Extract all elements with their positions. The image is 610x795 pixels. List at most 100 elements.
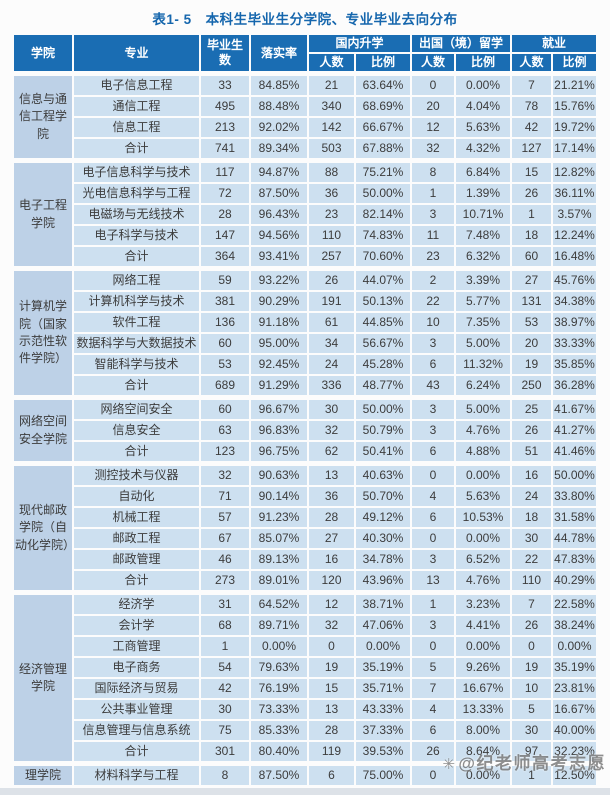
value-cell: 0.00% [249, 635, 309, 658]
table-row: 计算机学院（国家示范性软件学院） 网络工程 59 93.22% 26 44.07% 2 3.3… [12, 266, 598, 399]
value-cell: 27 [510, 266, 553, 292]
value-cell: 92.02% [249, 116, 309, 139]
value-cell: 3 [410, 614, 456, 637]
header-employment-ratio: 比例 [551, 52, 598, 75]
value-cell: 75 [199, 719, 251, 742]
value-cell: 15.76% [551, 95, 598, 118]
value-cell: 117 [199, 158, 251, 184]
value-cell: 250 [510, 374, 553, 399]
major-cell: 网络空间安全 [72, 395, 201, 421]
value-cell: 1 [410, 182, 456, 205]
college-cell: 理学院 [12, 761, 74, 787]
value-cell: 88 [307, 158, 356, 184]
value-cell: 3.23% [454, 590, 512, 616]
table-row: 通信工程 495 88.48% 340 68.69% 20 4.04% 78 15.76% [13, 95, 598, 118]
table-row: 公共事业管理 30 73.33% 13 43.33% 4 13.33% 5 16.67% [13, 698, 598, 721]
value-cell: 9.26% [454, 656, 512, 679]
value-cell: 6 [307, 761, 356, 787]
value-cell: 51 [510, 440, 553, 465]
value-cell: 42 [510, 116, 553, 139]
value-cell: 31 [199, 590, 251, 616]
major-cell: 电子信息科学与技术 [72, 158, 201, 184]
value-cell: 60 [510, 245, 553, 270]
value-cell: 136 [199, 311, 251, 334]
value-cell: 5 [410, 656, 456, 679]
value-cell: 96.67% [249, 395, 309, 421]
value-cell: 36 [307, 485, 356, 508]
value-cell: 88.48% [249, 95, 309, 118]
value-cell: 34.38% [551, 290, 598, 313]
sparkle-icon: ✳ [442, 756, 457, 773]
value-cell: 3 [410, 203, 456, 226]
value-cell: 26 [307, 266, 356, 292]
college-cell: 计算机学院（国家示范性软件学院） [12, 266, 74, 399]
value-cell: 39.53% [354, 740, 412, 765]
header-graduates: 毕业生数 [199, 33, 251, 75]
value-cell: 59 [199, 266, 251, 292]
value-cell: 36.11% [551, 182, 598, 205]
value-cell: 90.29% [249, 290, 309, 313]
value-cell: 8 [199, 761, 251, 787]
value-cell: 96.43% [249, 203, 309, 226]
header-college: 学院 [12, 33, 74, 75]
table-row: 合计 689 91.29% 336 48.77% 43 6.24% 250 36.28% [13, 374, 598, 399]
value-cell: 119 [307, 740, 356, 765]
value-cell: 1 [510, 761, 553, 787]
value-cell: 53 [199, 353, 251, 376]
value-cell: 63.64% [354, 71, 412, 97]
value-cell: 18 [510, 506, 553, 529]
value-cell: 16.67% [454, 677, 512, 700]
value-cell: 28 [307, 719, 356, 742]
value-cell: 12.82% [551, 158, 598, 184]
table-row: 电子科学与技术 147 94.56% 110 74.83% 11 7.48% 18 12.24% [13, 224, 598, 247]
value-cell: 1 [199, 635, 251, 658]
value-cell: 0.00% [354, 635, 412, 658]
value-cell: 89.34% [249, 137, 309, 162]
major-cell: 电子商务 [72, 656, 201, 679]
value-cell: 5.00% [454, 332, 512, 355]
table-row: 电子商务 54 79.63% 19 35.19% 5 9.26% 19 35.19% [13, 656, 598, 679]
major-cell: 工商管理 [72, 635, 201, 658]
value-cell: 67.88% [354, 137, 412, 162]
value-cell: 4.04% [454, 95, 512, 118]
value-cell: 24 [510, 485, 553, 508]
value-cell: 91.29% [249, 374, 309, 399]
page-bottom-edge [0, 788, 610, 795]
major-cell: 信息管理与信息系统 [72, 719, 201, 742]
value-cell: 45.28% [354, 353, 412, 376]
value-cell: 34 [307, 332, 356, 355]
value-cell: 23 [307, 203, 356, 226]
value-cell: 79.63% [249, 656, 309, 679]
value-cell: 33.80% [551, 485, 598, 508]
watermark-text: @纪老师高考志愿 [458, 754, 606, 773]
major-cell: 合计 [72, 569, 201, 594]
major-cell: 国际经济与贸易 [72, 677, 201, 700]
value-cell: 40.00% [551, 719, 598, 742]
table-row: 电磁场与无线技术 28 96.43% 23 82.14% 3 10.71% 1 3.57% [13, 203, 598, 226]
value-cell: 1.39% [454, 182, 512, 205]
value-cell: 41.67% [551, 395, 598, 421]
value-cell: 3 [410, 419, 456, 442]
value-cell: 495 [199, 95, 251, 118]
value-cell: 46 [199, 548, 251, 571]
table-row: 现代邮政学院（自动化学院） 测控技术与仪器 32 90.63% 13 40.63% 0 0.0… [12, 461, 598, 594]
value-cell: 30 [307, 395, 356, 421]
value-cell: 85.07% [249, 527, 309, 550]
value-cell: 7 [410, 677, 456, 700]
header-employment: 就业 [510, 33, 598, 54]
table-row: 邮政管理 46 89.13% 16 34.78% 3 6.52% 22 47.83% [13, 548, 598, 571]
value-cell: 6 [410, 719, 456, 742]
table-row: 工商管理 1 0.00% 0 0.00% 0 0.00% 0 0.00% [13, 635, 598, 658]
major-cell: 软件工程 [72, 311, 201, 334]
value-cell: 10.71% [454, 203, 512, 226]
value-cell: 4.32% [454, 137, 512, 162]
value-cell: 19 [510, 656, 553, 679]
value-cell: 54 [199, 656, 251, 679]
college-cell: 信息与通信工程学院 [12, 71, 74, 162]
value-cell: 25 [510, 395, 553, 421]
value-cell: 19 [307, 656, 356, 679]
value-cell: 1 [510, 203, 553, 226]
value-cell: 12 [410, 116, 456, 139]
value-cell: 4 [410, 485, 456, 508]
value-cell: 62 [307, 440, 356, 465]
